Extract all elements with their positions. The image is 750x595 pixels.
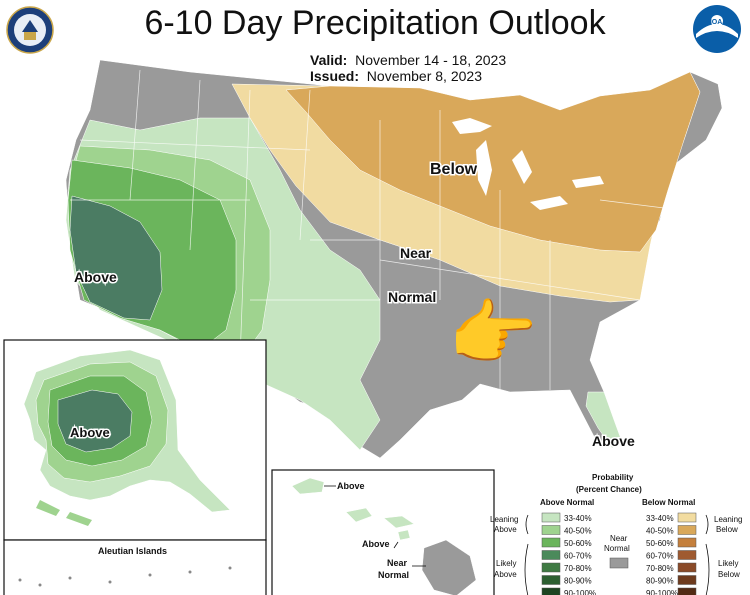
- legend-below-swatch: [677, 575, 697, 585]
- legend-above-range: 80-90%: [564, 577, 592, 586]
- legend-leaning-above-2: Above: [494, 525, 517, 534]
- label-above-west: Above: [74, 269, 117, 285]
- legend-below-swatch: [677, 562, 697, 573]
- issued-label: Issued:: [310, 68, 360, 84]
- legend-above-head: Above Normal: [540, 498, 594, 507]
- legend-below-range: 80-90%: [646, 577, 674, 586]
- label-above-florida: Above: [592, 433, 635, 449]
- legend-leaning-below-2: Below: [716, 525, 738, 534]
- legend-above-swatch: [541, 512, 561, 523]
- alaska-label-above: Above: [70, 425, 110, 440]
- label-near-normal-1: Near: [400, 245, 432, 261]
- legend-below-swatch: [677, 512, 697, 523]
- valid-label: Valid:: [310, 52, 348, 68]
- legend-leaning-below-1: Leaning: [714, 515, 742, 524]
- legend-title-1: Probability: [592, 473, 634, 482]
- legend-below-range: 60-70%: [646, 552, 674, 561]
- legend-below-range: 70-80%: [646, 564, 674, 573]
- below-40-50: [285, 71, 701, 253]
- legend-above-range: 33-40%: [564, 514, 592, 523]
- legend-below-swatch: [677, 537, 697, 548]
- valid-dates: November 14 - 18, 2023: [355, 52, 507, 68]
- legend-near-swatch: [609, 557, 629, 569]
- label-below: Below: [430, 161, 478, 178]
- hawaii-label-near-1: Near: [387, 558, 408, 568]
- legend-below-head: Below Normal: [642, 498, 695, 507]
- legend-below-swatch: [677, 550, 697, 560]
- aleutian-islands-shapes: [18, 566, 232, 587]
- legend-above-range: 50-60%: [564, 539, 592, 548]
- legend-likely-below-1: Likely: [718, 559, 738, 568]
- legend-above-rows: 33-40% 40-50% 50-60% 60-70% 70-80% 80-90% 90-1…: [541, 512, 596, 595]
- legend-above-range: 90-100%: [564, 589, 596, 595]
- legend-leaning-above-1: Leaning: [490, 515, 518, 524]
- state-boundaries: [70, 69, 681, 390]
- legend-above-swatch: [541, 537, 561, 548]
- legend-above-swatch: [541, 525, 561, 535]
- pointing-hand-icon: 👉: [448, 294, 538, 374]
- page-title: 6-10 Day Precipitation Outlook: [144, 4, 606, 42]
- legend-near-2: Normal: [604, 544, 630, 553]
- hawaii-label-near-2: Normal: [378, 570, 409, 580]
- hawaii-islands: [291, 477, 477, 595]
- hawaii-label-above-1: Above: [337, 481, 365, 491]
- legend-below-range: 40-50%: [646, 527, 674, 536]
- great-lakes: [452, 118, 604, 210]
- legend: Probability (Percent Chance) Above Norma…: [490, 470, 750, 595]
- alaska-islands: [36, 500, 92, 526]
- legend-below-rows: 33-40% 40-50% 50-60% 60-70% 70-80% 80-90% 90-1…: [646, 512, 697, 595]
- aleutian-inset-frame: [3, 539, 267, 595]
- issued-line: Issued: November 8, 2023: [310, 68, 482, 84]
- legend-below-range: 33-40%: [646, 514, 674, 523]
- legend-title-2: (Percent Chance): [576, 485, 642, 494]
- alaska-above-60-70: [57, 389, 133, 453]
- legend-likely-below-2: Below: [718, 570, 740, 579]
- above-60-70: [69, 195, 163, 321]
- valid-line: Valid: November 14 - 18, 2023: [310, 52, 506, 68]
- legend-near-1: Near: [610, 534, 628, 543]
- legend-below-range: 90-100%: [646, 589, 678, 595]
- commerce-seal-icon: [6, 6, 54, 54]
- legend-likely-above-2: Above: [494, 570, 517, 579]
- aleutian-title: Aleutian Islands: [98, 546, 167, 556]
- legend-above-swatch: [541, 550, 561, 560]
- noaa-text: NOAA: [707, 19, 728, 26]
- legend-below-swatch: [677, 587, 697, 595]
- legend-above-swatch: [541, 575, 561, 585]
- legend-likely-above-1: Likely: [496, 559, 516, 568]
- legend-above-range: 40-50%: [564, 527, 592, 536]
- legend-above-swatch: [541, 587, 561, 595]
- legend-below-swatch: [677, 525, 697, 535]
- legend-below-range: 50-60%: [646, 539, 674, 548]
- issued-date: November 8, 2023: [366, 68, 482, 84]
- noaa-logo-icon: NOAA: [692, 4, 742, 54]
- hawaii-label-above-2: Above: [362, 539, 390, 549]
- above-33-40-florida: [585, 391, 623, 449]
- legend-above-range: 70-80%: [564, 564, 592, 573]
- label-near-normal-2: Normal: [388, 289, 436, 305]
- hawaii-leader-2: [393, 541, 399, 549]
- legend-above-range: 60-70%: [564, 552, 592, 561]
- legend-above-swatch: [541, 562, 561, 573]
